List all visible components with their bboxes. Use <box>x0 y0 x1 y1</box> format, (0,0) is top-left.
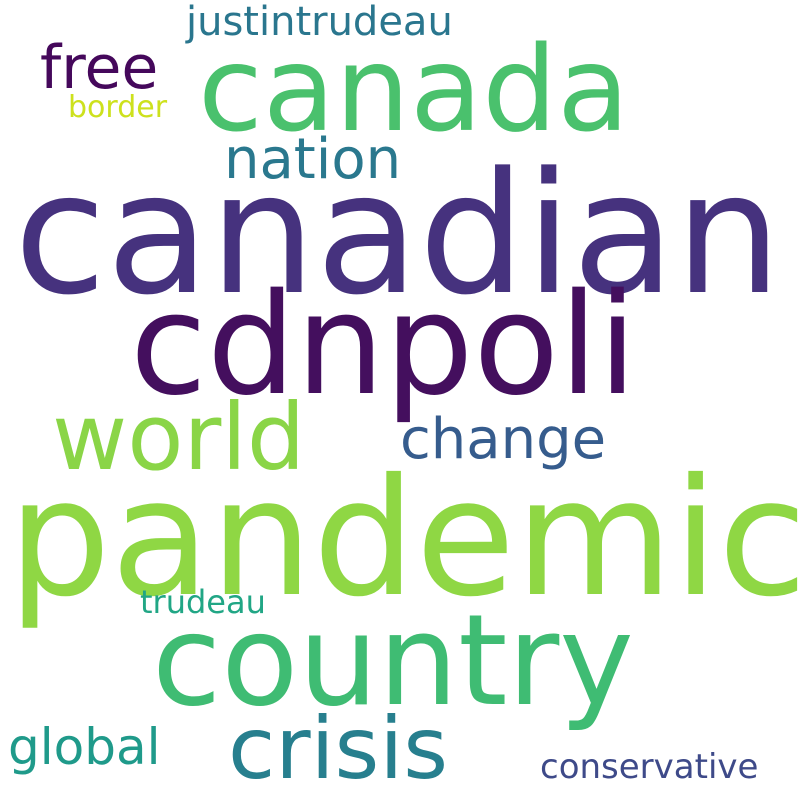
word-canadian: canadian <box>14 136 782 332</box>
word-conservative: conservative <box>540 747 759 787</box>
word-border: border <box>68 90 168 125</box>
word-canada: canada <box>198 20 630 158</box>
word-crisis: crisis <box>228 699 449 799</box>
word-pandemic: pandemic <box>8 445 800 633</box>
word-nation: nation <box>224 127 402 192</box>
word-justintrudeau: justintrudeau <box>186 0 453 45</box>
word-change: change <box>400 407 607 472</box>
word-country: country <box>152 587 634 734</box>
word-world: world <box>52 384 306 491</box>
word-free: free <box>40 33 159 103</box>
word-cdnpoli: cdnpoli <box>130 264 637 427</box>
word-global: global <box>8 718 161 776</box>
word-trudeau: trudeau <box>140 583 266 621</box>
